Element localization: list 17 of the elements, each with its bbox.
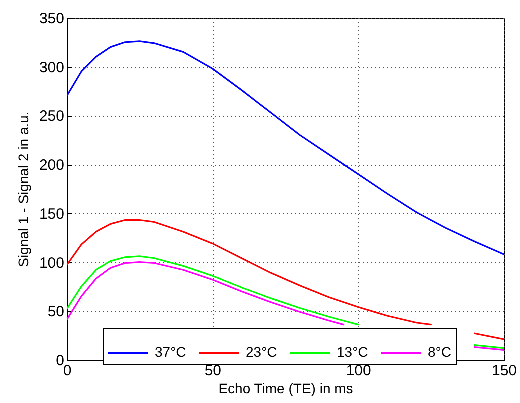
y-tick-label: 350	[39, 10, 64, 28]
y-tick-label: 100	[39, 254, 64, 272]
line-series	[67, 40, 504, 256]
y-tick-label: 300	[39, 59, 64, 76]
y-tick-label: 200	[39, 157, 64, 174]
legend-label: 37°C	[155, 344, 186, 360]
legend-label: 8°C	[428, 344, 452, 360]
y-tick-label: 250	[39, 108, 64, 126]
legend-label: 23°C	[246, 344, 278, 360]
x-tick-label: 50	[204, 362, 222, 380]
legend-label: 13°C	[337, 344, 368, 360]
x-axis-title: Echo Time (TE) in ms	[218, 380, 354, 396]
y-tick-label: 50	[48, 304, 64, 321]
y-tick-label: 150	[39, 206, 64, 223]
x-tick-label: 100	[346, 362, 372, 380]
x-tick-label: 150	[492, 362, 518, 380]
y-axis-title: Signal 1 - Signal 2 in a.u.	[15, 112, 32, 268]
